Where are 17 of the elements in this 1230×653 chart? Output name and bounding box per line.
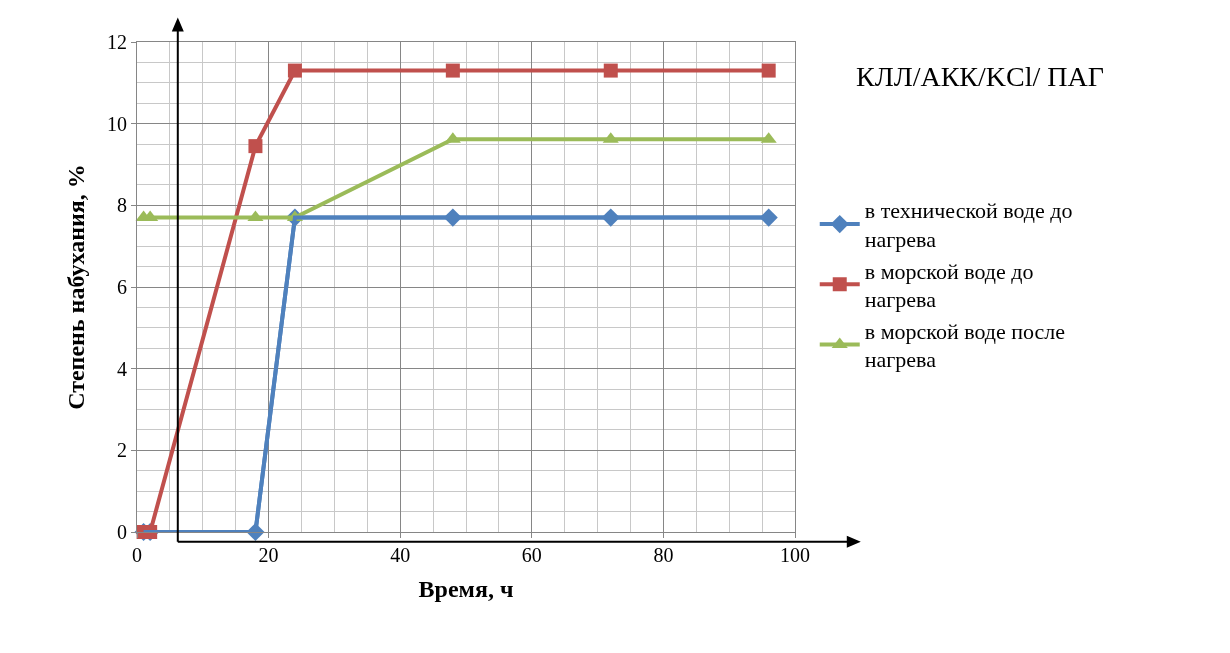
- y-tick-label: 12: [107, 31, 127, 53]
- y-tick-label: 0: [117, 521, 127, 543]
- text: КЛЛ/АКК/KCl/ ПАГ: [856, 61, 1104, 92]
- y-tick-label: 2: [117, 439, 127, 462]
- legend-label: в морской воде после нагрева: [864, 318, 1066, 373]
- x-axis-title: Время, ч: [418, 576, 514, 603]
- x-tick-label: 0: [132, 544, 142, 566]
- x-tick-label: 60: [521, 544, 542, 566]
- y-tick-label: 8: [117, 194, 127, 217]
- x-tick-label: 100: [780, 544, 810, 566]
- y-axis-title: Степень набухания, %: [63, 164, 90, 410]
- y-tick-label: 6: [117, 276, 127, 298]
- y-tick-label: 4: [117, 357, 127, 380]
- x-tick-label: 20: [258, 544, 279, 566]
- x-tick-label: 80: [653, 544, 674, 566]
- x-tick-label: 40: [390, 544, 411, 566]
- y-tick-label: 10: [107, 112, 127, 135]
